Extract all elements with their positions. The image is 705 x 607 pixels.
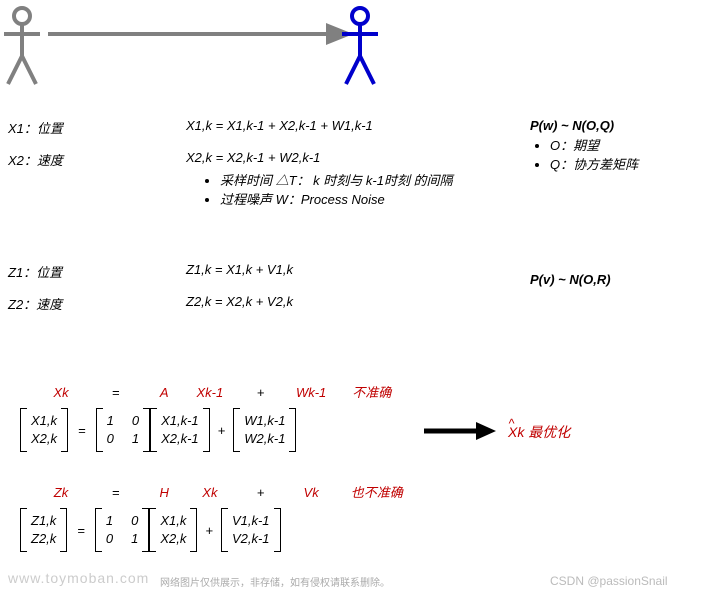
mat-w: W1,k-1W2,k-1 <box>233 408 296 452</box>
arrow-optimal <box>420 416 500 446</box>
hdr1-xk1: Xk-1 <box>183 385 237 400</box>
matrix-header-2: Zk = H Xk + Vk 也不准确 <box>40 482 440 501</box>
mat-A: 10 01 <box>96 408 150 452</box>
z2-equation: Z2,k = X2,k + V2,k <box>186 294 293 309</box>
matrix-row-2: Z1,kZ2,k = 10 01 X1,kX2,k + V1,k-1V2,k-1 <box>20 500 281 560</box>
state-bullets: 采样时间 △T： k 时刻与 k-1时刻 的间隔 过程噪声 W：Process … <box>200 170 453 208</box>
bullet-noise: 过程噪声 W：Process Noise <box>220 189 453 208</box>
mat-xk-2: X1,kX2,k <box>149 508 197 552</box>
matrix-row-1: X1,kX2,k = 10 01 X1,k-1X2,k-1 + W1,k-1W2… <box>20 400 296 460</box>
eq-sign-2: = <box>77 523 85 538</box>
hdr1-plus: + <box>241 385 281 400</box>
plus-sign-2: + <box>205 523 213 538</box>
bullet-dt: 采样时间 △T： k 时刻与 k-1时刻 的间隔 <box>220 170 453 189</box>
x1-equation: X1,k = X1,k-1 + X2,k-1 + W1,k-1 <box>186 118 373 133</box>
mat-H: 10 01 <box>95 508 149 552</box>
figures-svg <box>0 4 380 104</box>
noise-w-block: P(w) ~ N(O,Q) O：期望 Q：协方差矩阵 <box>530 118 638 173</box>
hdr1-A: A <box>149 385 179 400</box>
matrix-header-1: Xk = A Xk-1 + Wk-1 不准确 <box>40 382 440 401</box>
hdr2-eq: = <box>86 485 146 500</box>
mat-v: V1,k-1V2,k-1 <box>221 508 281 552</box>
plus-sign: + <box>218 423 226 438</box>
noise-v-dist: P(v) ~ N(O,R) <box>530 272 611 287</box>
eq-sign: = <box>78 423 86 438</box>
hdr1-wk1: Wk-1 <box>284 385 338 400</box>
hdr2-H: H <box>149 485 179 500</box>
motion-arrow <box>48 26 348 42</box>
hdr1-eq: = <box>86 385 146 400</box>
noise-w-list: O：期望 Q：协方差矩阵 <box>530 135 638 173</box>
z2-label: Z2：速度 <box>8 294 62 313</box>
figure-left <box>4 8 40 84</box>
hdr1-tag: 不准确 <box>342 382 402 401</box>
hdr1-xk: Xk <box>40 385 82 400</box>
xk-hat-optimal: Xk 最优化 <box>508 422 570 442</box>
hdr2-xk: Xk <box>183 485 237 500</box>
mat-zk: Z1,kZ2,k <box>20 508 67 552</box>
z1-equation: Z1,k = X1,k + V1,k <box>186 262 293 277</box>
hdr2-plus: + <box>241 485 281 500</box>
x2-equation: X2,k = X2,k-1 + W2,k-1 <box>186 150 320 165</box>
watermark: www.toymoban.com <box>8 570 149 586</box>
noise-w-q: Q：协方差矩阵 <box>550 154 638 173</box>
hdr2-zk: Zk <box>40 485 82 500</box>
noise-w-dist: P(w) ~ N(O,Q) <box>530 118 638 133</box>
footer-note: 网络图片仅供展示，非存储，如有侵权请联系删除。 <box>160 574 390 589</box>
x1-label: X1：位置 <box>8 118 63 137</box>
mat-xk: X1,kX2,k <box>20 408 68 452</box>
hdr2-vk: Vk <box>284 485 338 500</box>
hdr2-tag: 也不准确 <box>342 482 412 501</box>
mat-xk1: X1,k-1X2,k-1 <box>150 408 210 452</box>
noise-w-o: O：期望 <box>550 135 638 154</box>
x2-label: X2：速度 <box>8 150 63 169</box>
figure-right <box>342 8 378 84</box>
credit: CSDN @passionSnail <box>550 574 668 588</box>
z1-label: Z1：位置 <box>8 262 62 281</box>
